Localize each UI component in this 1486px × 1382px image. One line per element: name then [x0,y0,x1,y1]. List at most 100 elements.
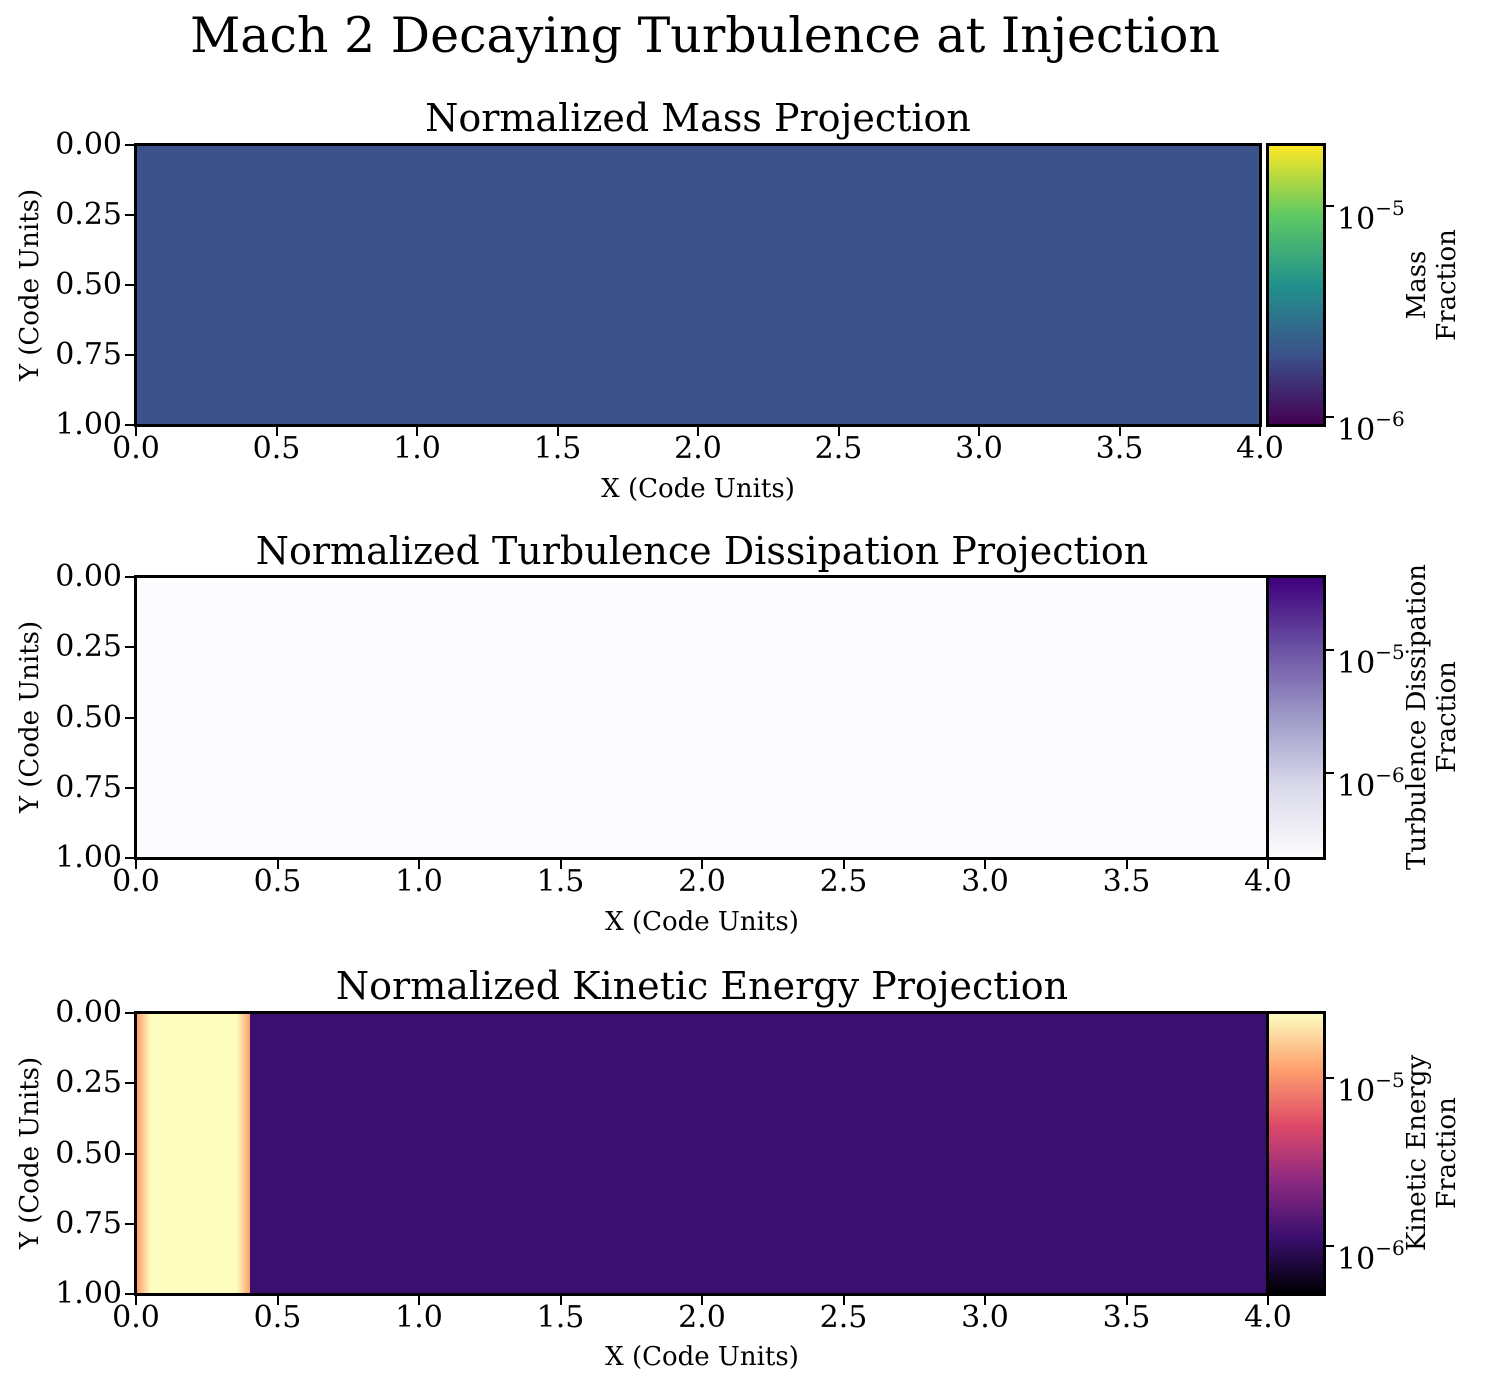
x-tick-mark [1259,427,1261,436]
x-tick-label: 0.5 [252,431,301,466]
y-tick-mark [125,646,134,649]
y-tick-mark [125,284,134,286]
x-tick-mark [135,860,137,869]
y-tick-label: 1.00 [55,407,122,442]
x-tick-label: 3.0 [961,864,1009,899]
x-tick-mark [416,427,418,436]
colorbar-gradient [1269,146,1323,424]
x-tick-mark [984,860,986,869]
x-tick-label: 1.0 [395,864,443,899]
heatmap-mass [134,143,1262,427]
y-tick-mark [125,576,134,578]
x-tick-label: 1.5 [536,864,585,899]
x-tick-mark [559,860,562,869]
heatmap-dissipation [134,575,1270,860]
colorbar-tick-mark [1326,772,1334,775]
colorbar-tick-mark [1326,416,1334,419]
y-tick-mark [125,1222,134,1225]
x-tick-label: 0.0 [112,864,160,899]
x-tick-label: 2.5 [814,431,863,466]
x-tick-mark [418,1296,420,1305]
x-tick-mark [837,427,840,436]
x-tick-label: 4.0 [1236,431,1284,466]
y-tick-label: 0.75 [55,1205,122,1241]
y-tick-label: 0.00 [55,995,122,1030]
y-tick-mark [125,857,134,859]
x-tick-label: 0.0 [112,1300,160,1335]
x-tick-mark [276,860,279,869]
colorbar-tick-label: 10−5 [1337,639,1405,681]
x-tick-mark [275,427,278,436]
y-tick-label: 0.50 [55,699,122,735]
x-tick-label: 1.5 [536,1300,585,1335]
y-tick-label: 0.25 [55,629,122,665]
y-tick-mark [125,424,134,426]
injection-band [137,1014,250,1293]
x-tick-label: 0.5 [253,1300,302,1335]
heatmap-field [137,1014,1267,1293]
x-tick-label: 0.5 [253,864,302,899]
colorbar-tick-mark [1326,648,1334,651]
x-tick-mark [984,1296,986,1305]
panel-title-dissipation: Normalized Turbulence Dissipation Projec… [255,529,1149,573]
x-tick-label: 3.5 [1102,864,1151,899]
colorbar-label-dissipation: Turbulence Dissipation Fraction [1402,563,1462,871]
y-tick-label: 0.25 [55,1065,122,1101]
x-tick-label: 3.5 [1095,431,1144,466]
colorbar-tick-mark [1326,205,1334,208]
x-tick-mark [276,1296,279,1305]
x-tick-mark [697,427,699,436]
x-tick-mark [418,860,420,869]
y-tick-label: 0.75 [55,769,122,805]
panel-title-kinetic: Normalized Kinetic Energy Projection [335,964,1069,1008]
y-tick-label: 1.00 [55,840,122,875]
x-tick-label: 3.5 [1102,1300,1151,1335]
x-tick-mark [978,427,980,436]
colorbar-label-mass: Mass Fraction [1402,229,1462,341]
heatmap-structure [137,146,1259,424]
colorbar-tick-mark [1326,1244,1334,1247]
x-tick-label: 4.0 [1244,864,1292,899]
x-axis-label-kinetic: X (Code Units) [605,1342,799,1372]
y-tick-label: 0.75 [55,337,122,372]
x-tick-label: 2.5 [819,1300,868,1335]
colorbar-fill [1269,146,1323,424]
colorbar-fill [1269,578,1323,857]
heatmap-structure [137,578,1267,857]
y-tick-mark [125,214,134,216]
x-tick-mark [1125,1296,1128,1305]
x-tick-mark [842,1296,845,1305]
y-tick-mark [125,1293,134,1295]
x-tick-label: 2.0 [678,1300,726,1335]
x-tick-mark [135,1296,137,1305]
x-tick-label: 2.0 [674,431,722,466]
panel-title-mass: Normalized Mass Projection [425,96,971,140]
x-tick-mark [701,1296,703,1305]
y-tick-label: 0.00 [55,559,122,594]
x-tick-mark [1267,1296,1269,1305]
x-tick-label: 1.0 [393,431,441,466]
heatmap-field [137,146,1259,424]
colorbar-tick-label: 10−6 [1337,407,1405,449]
y-tick-mark [125,144,134,146]
colorbar-tick-label: 10−5 [1337,1067,1405,1109]
x-axis-label-mass: X (Code Units) [601,474,795,504]
colorbar-gradient [1269,1014,1323,1293]
colorbar-fill [1269,1014,1323,1293]
y-tick-mark [125,786,134,789]
x-tick-label: 2.0 [678,864,726,899]
y-tick-label: 0.50 [55,267,122,302]
heatmap-structure [137,1014,1267,1293]
colorbar-tick-mark [1326,1076,1334,1079]
x-tick-mark [556,427,559,436]
colorbar-tick-label: 10−5 [1337,196,1405,238]
colorbar-gradient [1269,578,1323,857]
x-tick-mark [842,860,845,869]
x-axis-label-dissipation: X (Code Units) [605,907,799,937]
y-tick-label: 0.50 [55,1135,122,1171]
x-tick-label: 3.0 [955,431,1003,466]
x-tick-label: 2.5 [819,864,868,899]
colorbar-tick-label: 10−6 [1337,1235,1405,1277]
x-tick-mark [1267,860,1269,869]
y-tick-mark [125,354,134,356]
